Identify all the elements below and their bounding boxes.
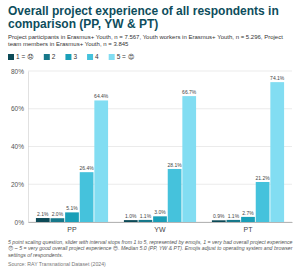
bar: [124, 220, 138, 222]
grid-line: [28, 146, 292, 147]
note: 5 point scaling question, slider with in…: [8, 239, 293, 258]
data-label: 26.4%: [80, 165, 95, 171]
x-tick-label: PT: [244, 226, 254, 233]
bar: [227, 220, 241, 222]
legend-swatch: [65, 54, 71, 60]
bar: [65, 212, 79, 222]
data-label: 1.1%: [140, 213, 152, 219]
title: Overall project experience of all respon…: [8, 4, 279, 31]
legend-label: 4: [95, 53, 99, 60]
y-tick: 40%: [11, 143, 28, 150]
data-label: 64.4%: [94, 93, 109, 99]
y-tick-label: 20%: [11, 181, 24, 188]
data-labels: 2.1% 1.0% 0.9% 2.0% 1.1% 1.1% 5.1% 3.0% 2.7% 26.4…: [37, 75, 285, 219]
x-tick: PP: [67, 222, 77, 233]
bars: [36, 82, 284, 222]
y-tick-label: 80%: [11, 68, 24, 75]
y-tick-label: 40%: [11, 143, 24, 150]
data-label: 1.1%: [228, 213, 240, 219]
legend-label: 3: [73, 53, 77, 60]
legend-label: 1 = 😞: [16, 53, 34, 60]
grid-line: [28, 108, 292, 109]
source: Source: RAY Transnational Dataset (2024): [8, 261, 106, 267]
grid: [28, 71, 292, 222]
legend-label: 5 = 😍: [117, 53, 135, 60]
y-tick-label: 0%: [15, 219, 25, 226]
bar: [256, 182, 270, 222]
x-tick-label: PP: [67, 226, 77, 233]
data-label: 0.9%: [213, 213, 225, 219]
data-label: 21.2%: [256, 175, 271, 181]
y-tick-label: 60%: [11, 105, 24, 112]
bar: [241, 217, 255, 222]
y-tick: 60%: [11, 105, 28, 112]
y-axis-line: [28, 72, 29, 223]
legend-swatch: [109, 54, 115, 60]
y-axis: 0% 20% 40% 60% 80%: [11, 68, 29, 226]
chart: Overall project experience of all respon…: [0, 0, 300, 276]
x-axis: PP YW PT: [29, 222, 293, 233]
y-tick: 20%: [11, 181, 28, 188]
bar: [182, 96, 196, 222]
data-label: 28.1%: [168, 162, 183, 168]
bar: [153, 216, 167, 222]
y-tick: 80%: [11, 68, 28, 75]
legend-swatch: [8, 54, 14, 60]
bar: [36, 218, 50, 222]
bar: [212, 220, 226, 222]
bar: [168, 169, 182, 222]
data-label: 2.1%: [37, 211, 49, 217]
data-label: 2.0%: [52, 211, 64, 217]
x-axis-line: [29, 222, 293, 223]
data-label: 3.0%: [154, 209, 166, 215]
bar: [51, 218, 65, 222]
data-label: 5.1%: [66, 205, 78, 211]
grid-line: [28, 71, 292, 72]
data-label: 66.7%: [182, 89, 197, 95]
data-label: 74.1%: [270, 75, 285, 81]
x-tick: PT: [244, 222, 254, 233]
legend-swatch: [87, 54, 93, 60]
x-tick: YW: [154, 222, 166, 233]
bar: [270, 82, 284, 222]
data-label: 2.7%: [242, 210, 254, 216]
legend-swatch: [44, 54, 50, 60]
bar: [80, 172, 94, 222]
bar: [139, 220, 153, 222]
subtitle: Project participants in Erasmus+ Youth, …: [8, 34, 283, 47]
y-tick: 0%: [15, 219, 28, 226]
grid-line: [28, 184, 292, 185]
bar: [94, 100, 108, 222]
legend-label: 2: [52, 53, 56, 60]
data-label: 1.0%: [125, 213, 137, 219]
x-tick-label: YW: [154, 226, 166, 233]
legend: 1 = 😞 2 3 4 5 = 😍: [8, 53, 135, 60]
